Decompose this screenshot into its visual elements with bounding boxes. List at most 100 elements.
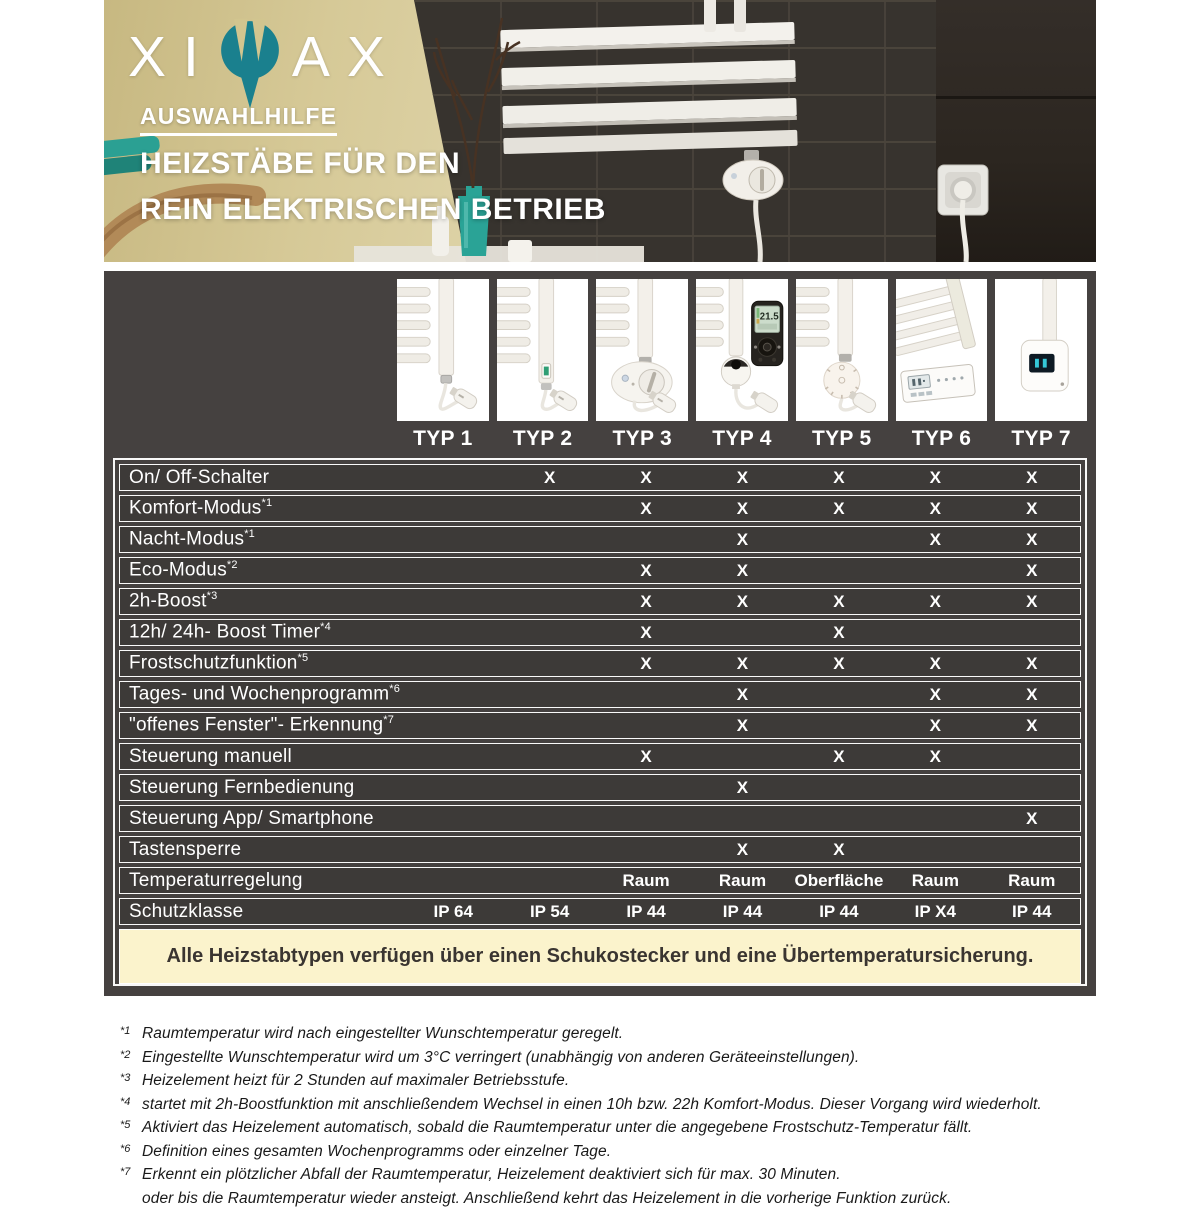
feature-cell: Raum xyxy=(598,871,694,891)
feature-label: Steuerung manuell xyxy=(120,746,405,768)
feature-cell: X xyxy=(791,840,887,860)
hero-mug xyxy=(508,240,532,262)
feature-cell: IP 44 xyxy=(791,902,887,922)
feature-cell: X xyxy=(694,592,790,612)
product-image-typ5 xyxy=(796,279,888,421)
product-image-typ7 xyxy=(995,279,1087,421)
feature-label: Frostschutzfunktion*5 xyxy=(120,652,405,674)
feature-cell: X xyxy=(598,654,694,674)
product-image-typ3 xyxy=(596,279,688,421)
feature-cell: X xyxy=(984,561,1080,581)
page: XI AX AUSWAHLHILFE HEIZSTÄBE FÜR DEN REI… xyxy=(104,0,1096,1210)
feature-label: On/ Off-Schalter xyxy=(120,467,405,489)
feature-cell: IP 54 xyxy=(501,902,597,922)
feature-cell: IP 64 xyxy=(405,902,501,922)
type-label-typ5: TYP 5 xyxy=(796,427,888,451)
remote-display-value: 21.5 xyxy=(760,312,780,323)
feature-cell: IP 44 xyxy=(984,902,1080,922)
type-label-typ7: TYP 7 xyxy=(995,427,1087,451)
info-banner: Alle Heizstabtypen verfügen über einen S… xyxy=(119,929,1081,984)
logo-text-right: AX xyxy=(292,14,402,100)
footnote-text: Erkennt ein plötzlicher Abfall der Raumt… xyxy=(142,1166,841,1183)
feature-label: Temperaturregelung xyxy=(120,870,405,892)
hero-radiator xyxy=(500,22,797,154)
feature-label: Tages- und Wochenprogramm*6 xyxy=(120,683,405,705)
footnote-text: Raumtemperatur wird nach eingestellter W… xyxy=(142,1025,623,1042)
feature-label: Nacht-Modus*1 xyxy=(120,528,405,550)
hero-heating-element xyxy=(723,150,783,262)
feature-cell: X xyxy=(887,468,983,488)
footnote-marker: *2 xyxy=(120,1044,142,1068)
feature-cell: X xyxy=(887,499,983,519)
feature-cell: X xyxy=(984,468,1080,488)
feature-label: Schutzklasse xyxy=(120,901,405,923)
product-image-typ4: 21.5 xyxy=(696,279,788,421)
feature-cell: X xyxy=(984,685,1080,705)
schuko-plug xyxy=(448,384,479,411)
feature-cell: X xyxy=(598,561,694,581)
feature-label: Komfort-Modus*1 xyxy=(120,497,405,519)
feature-cell: X xyxy=(598,592,694,612)
feature-cell: X xyxy=(984,592,1080,612)
hero-title: HEIZSTÄBE FÜR DEN REIN ELEKTRISCHEN BETR… xyxy=(140,141,606,233)
feature-cell: X xyxy=(887,654,983,674)
feature-cell: X xyxy=(694,654,790,674)
footnote-marker: *3 xyxy=(120,1067,142,1091)
feature-cell: X xyxy=(501,468,597,488)
feature-cell: X xyxy=(984,530,1080,550)
feature-cell: X xyxy=(598,623,694,643)
feature-cell: IP 44 xyxy=(598,902,694,922)
footnote-marker: *4 xyxy=(120,1091,142,1115)
logo-text-left: XI xyxy=(128,14,216,100)
feature-cell: IP 44 xyxy=(694,902,790,922)
product-image-typ1 xyxy=(397,279,489,421)
feature-cell: X xyxy=(598,499,694,519)
feature-cell: X xyxy=(598,747,694,767)
product-image-typ2 xyxy=(497,279,589,421)
feature-cell: X xyxy=(694,840,790,860)
footnote-text: Definition eines gesamten Wochenprogramm… xyxy=(142,1143,611,1160)
feature-cell: IP X4 xyxy=(887,902,983,922)
feature-cell: X xyxy=(984,499,1080,519)
footnote-marker: *1 xyxy=(120,1020,142,1044)
hero-title-line2: REIN ELEKTRISCHEN BETRIEB xyxy=(140,187,606,233)
type-label-typ4: TYP 4 xyxy=(696,427,788,451)
feature-cell: Raum xyxy=(694,871,790,891)
feature-cell: X xyxy=(694,778,790,798)
type-label-typ3: TYP 3 xyxy=(596,427,688,451)
feature-cell: X xyxy=(791,468,887,488)
footnote-marker: *7 xyxy=(120,1161,142,1185)
type-label-typ6: TYP 6 xyxy=(896,427,988,451)
hero-banner: XI AX AUSWAHLHILFE HEIZSTÄBE FÜR DEN REI… xyxy=(104,0,1096,262)
feature-cell: X xyxy=(887,747,983,767)
type-label-typ1: TYP 1 xyxy=(397,427,489,451)
radiator-pipe xyxy=(704,0,716,32)
feature-cell: X xyxy=(887,716,983,736)
feature-label: 2h-Boost*3 xyxy=(120,590,405,612)
feature-label: Tastensperre xyxy=(120,839,405,861)
feature-cell: X xyxy=(694,468,790,488)
feature-cell: X xyxy=(887,530,983,550)
footnote: oder bis die Raumtemperatur wieder anste… xyxy=(120,1187,1096,1210)
feature-cell: X xyxy=(694,685,790,705)
feature-cell: X xyxy=(791,592,887,612)
feature-cell: X xyxy=(598,468,694,488)
feature-cell: X xyxy=(791,654,887,674)
ximax-logo: XI AX xyxy=(128,14,402,116)
feature-cell: X xyxy=(694,530,790,550)
feature-cell: X xyxy=(984,716,1080,736)
